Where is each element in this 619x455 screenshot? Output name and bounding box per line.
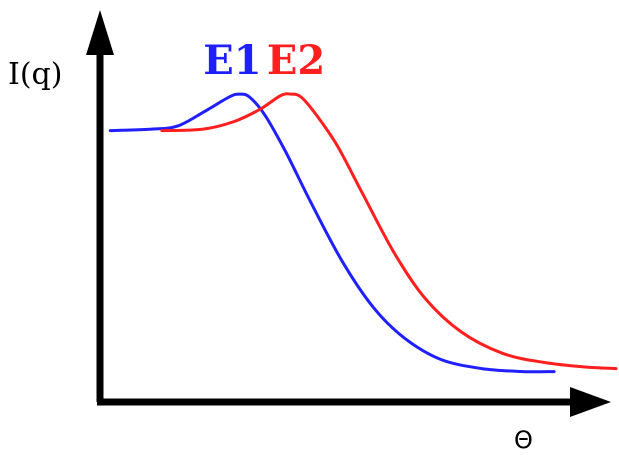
x-axis-arrow (570, 387, 611, 417)
series-label-e1: E1 (203, 37, 261, 84)
series-line-e1 (108, 92, 556, 374)
y-axis-label: I(q) (8, 57, 62, 92)
series-line-e2 (160, 92, 618, 371)
x-axis-label: Θ (514, 426, 533, 454)
series-labels: E1 E2 (203, 37, 325, 84)
series-label-e2: E2 (267, 37, 325, 84)
series-group (108, 92, 618, 374)
y-axis-arrow (86, 10, 114, 55)
axes (86, 10, 611, 417)
